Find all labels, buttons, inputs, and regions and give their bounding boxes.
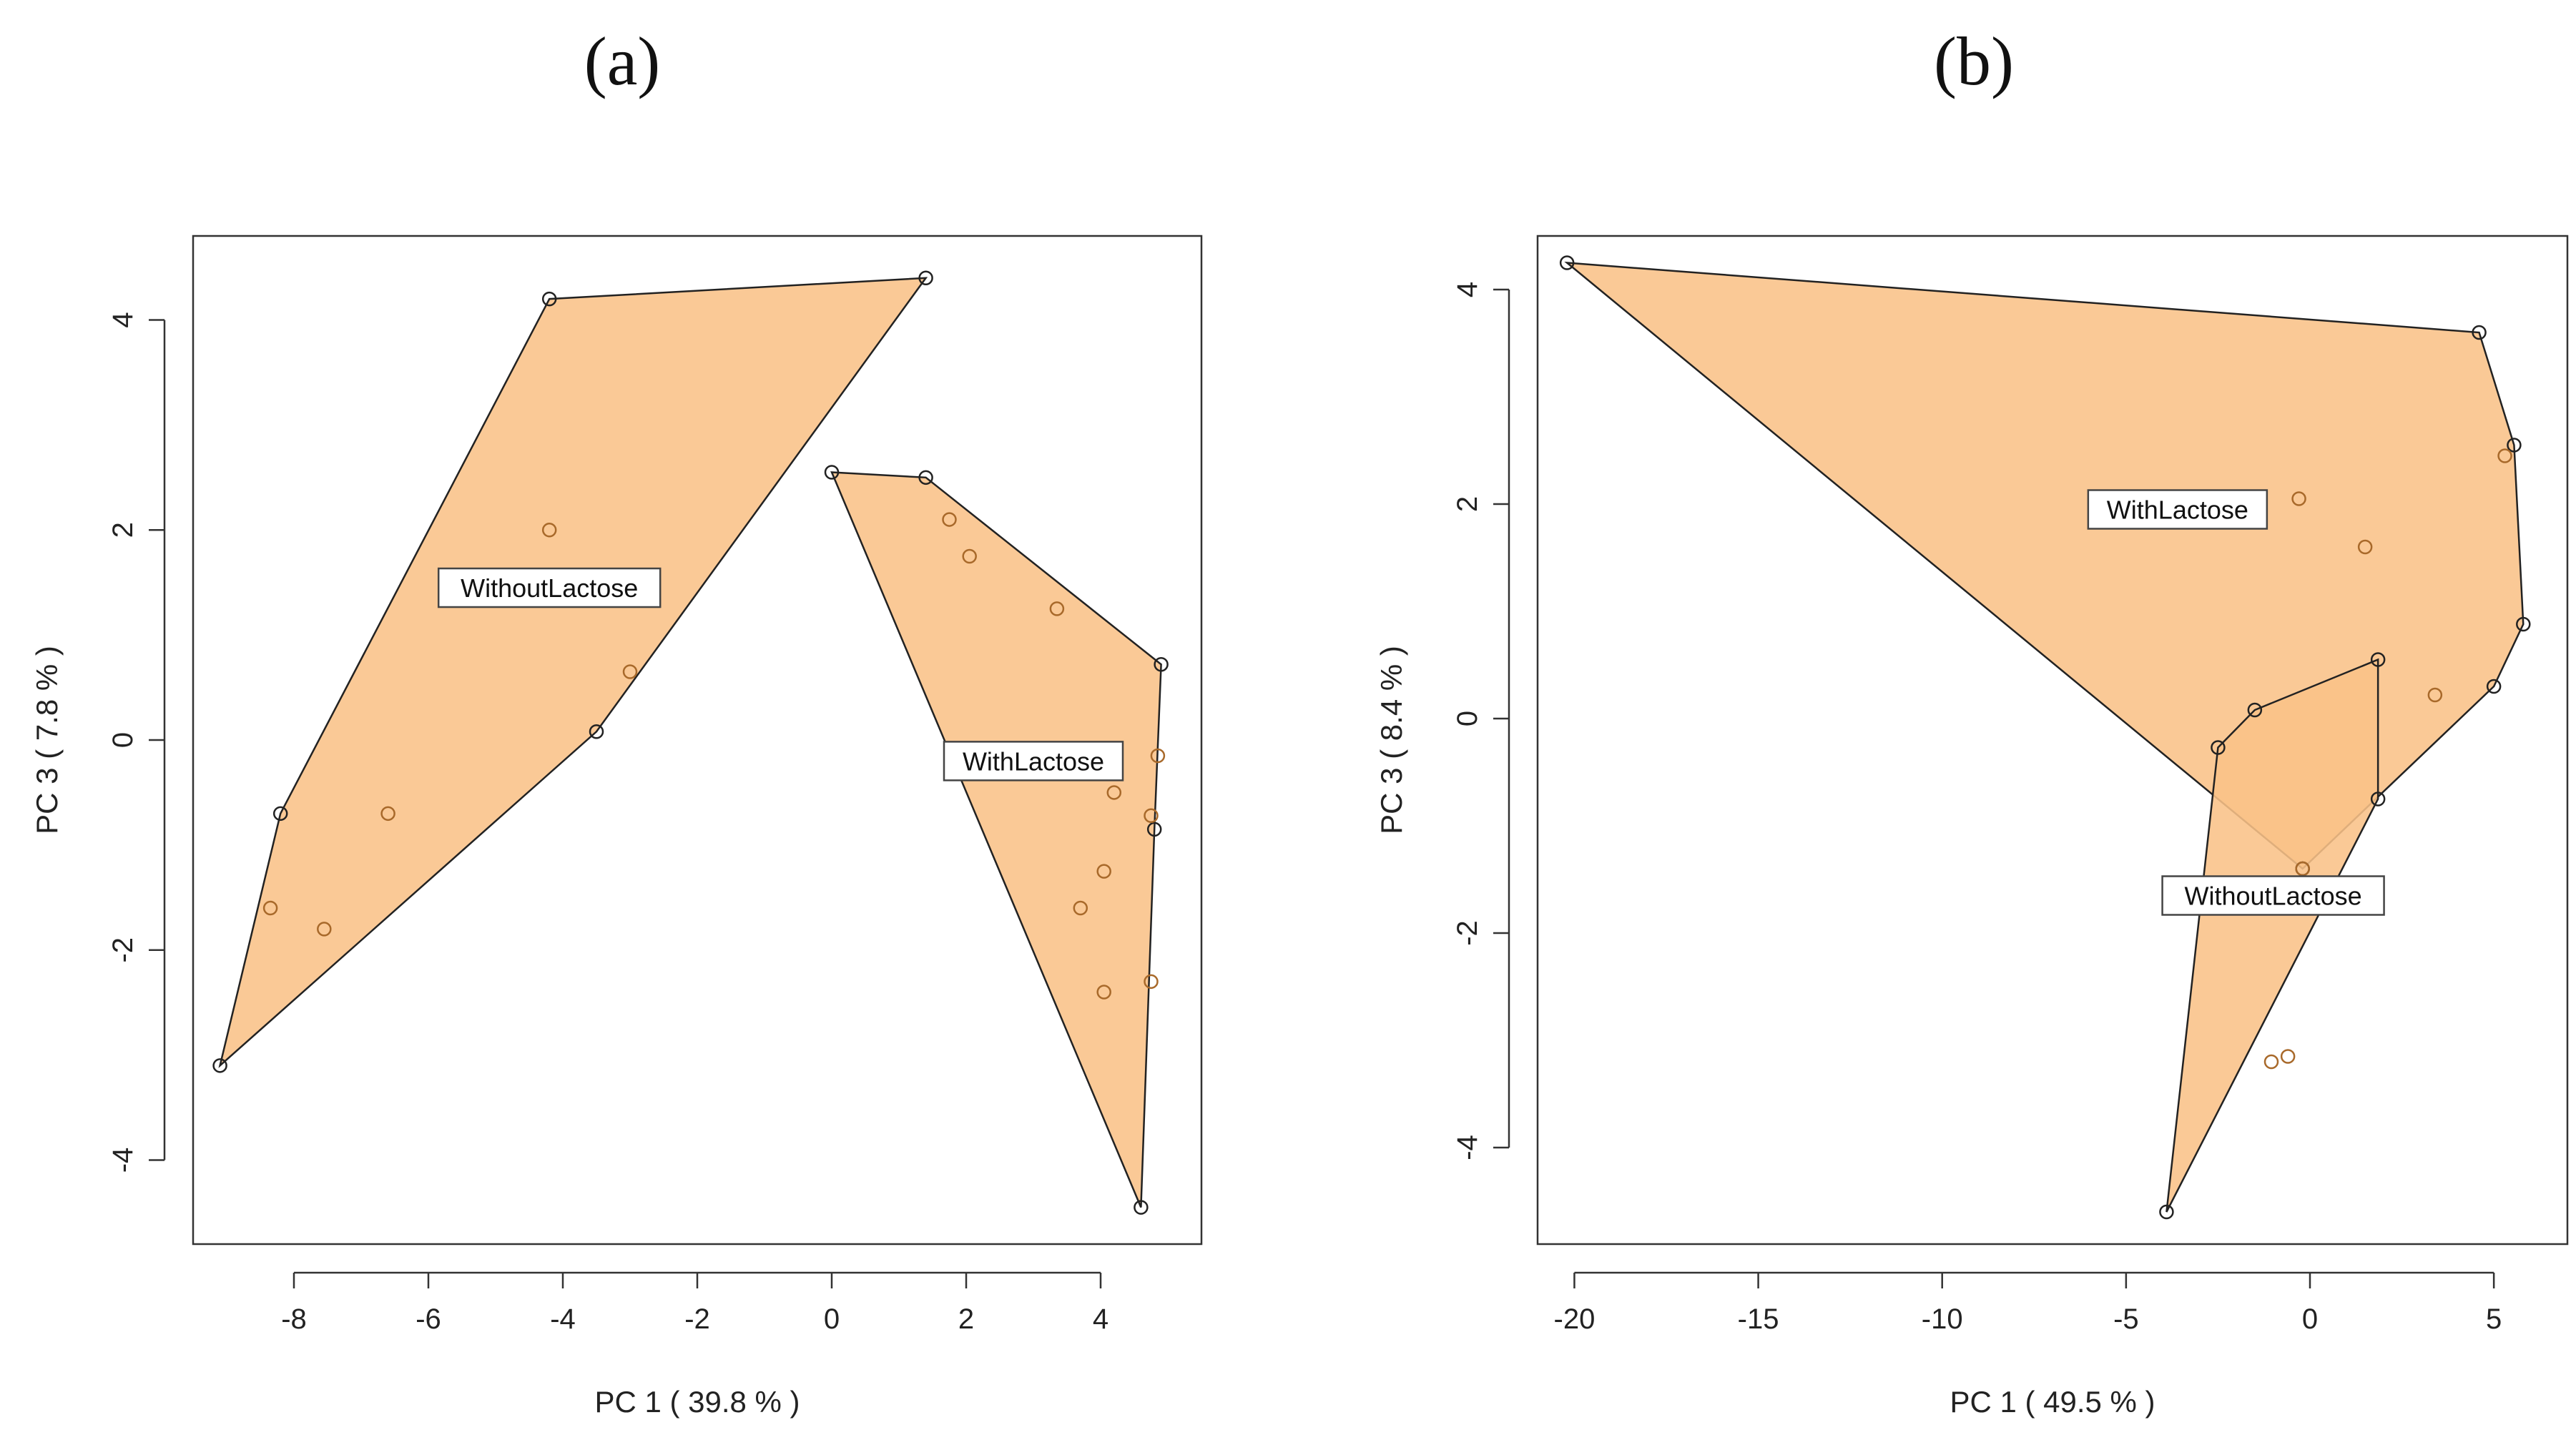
- data-point-withlactose: [2291, 491, 2306, 506]
- data-point-withlactose: [1106, 785, 1122, 800]
- group-label-withoutlactose: WithoutLactose: [461, 573, 638, 603]
- x-tick-label-a: 0: [824, 1303, 840, 1335]
- data-point-withoutlactose: [2159, 1204, 2174, 1220]
- group-label-box-withoutlactose: [2161, 875, 2385, 916]
- y-tick-label-b: 2: [1452, 496, 1483, 512]
- y-tick-label-b: -2: [1452, 920, 1483, 946]
- y-tick-label-a: 4: [107, 312, 139, 327]
- data-point-withoutlactose: [2370, 652, 2386, 667]
- data-point-withlactose: [1134, 1200, 1149, 1215]
- group-label-box-withoutlactose: [437, 567, 662, 608]
- data-point-withlactose: [1146, 822, 1162, 837]
- data-point-withlactose: [962, 548, 977, 564]
- data-point-withoutlactose: [212, 1058, 227, 1073]
- data-point-withlactose: [1154, 657, 1169, 672]
- data-point-withlactose: [918, 470, 933, 485]
- data-point-withoutlactose: [317, 922, 332, 937]
- data-point-withlactose: [2357, 539, 2373, 555]
- group-label-withlactose: WithLactose: [963, 746, 1104, 776]
- data-point-withoutlactose: [589, 724, 604, 739]
- data-point-withoutlactose: [2280, 1049, 2296, 1064]
- plot-frame-b: [1536, 235, 2569, 1246]
- data-point-withoutlactose: [380, 806, 395, 822]
- x-tick-label-a: -8: [281, 1303, 307, 1335]
- data-point-withlactose: [1150, 748, 1166, 764]
- data-point-withlactose: [1144, 974, 1159, 990]
- y-axis-title-a: PC 3 ( 7.8 % ): [30, 646, 64, 834]
- data-point-withoutlactose: [2370, 791, 2386, 807]
- data-point-withoutlactose: [541, 523, 557, 538]
- group-label-box-withlactose: [943, 741, 1124, 781]
- data-point-withlactose: [2472, 325, 2487, 340]
- y-tick-label-a: -2: [107, 937, 139, 963]
- data-point-withlactose: [1559, 255, 1575, 270]
- hull-withoutlactose-a: [218, 277, 928, 1068]
- group-label-box-withlactose: [2087, 489, 2268, 530]
- x-tick-label-a: -6: [416, 1303, 441, 1335]
- data-point-withlactose: [824, 465, 840, 480]
- data-point-withlactose: [2516, 616, 2531, 632]
- x-tick-label-b: 0: [2302, 1303, 2318, 1335]
- data-point-withoutlactose: [2247, 702, 2263, 718]
- y-tick-label-a: -4: [107, 1148, 139, 1173]
- data-point-withoutlactose: [2211, 740, 2226, 755]
- data-point-withlactose: [2497, 448, 2512, 463]
- data-point-withlactose: [1144, 808, 1159, 823]
- data-point-withlactose: [1096, 985, 1111, 1000]
- panel-b-label: (b): [1934, 23, 2014, 99]
- data-point-withoutlactose: [272, 806, 288, 822]
- group-label-withlactose: WithLactose: [2107, 495, 2248, 525]
- hull-withlactose-a: [830, 471, 1162, 1208]
- data-point-withlactose: [1049, 601, 1065, 616]
- x-tick-label-a: -4: [550, 1303, 576, 1335]
- x-tick-label-b: -10: [1922, 1303, 1963, 1335]
- data-point-withlactose: [2507, 438, 2522, 453]
- y-tick-label-a: 2: [107, 522, 139, 538]
- data-point-withlactose: [1073, 900, 1088, 916]
- x-tick-label-a: 2: [958, 1303, 974, 1335]
- data-point-withoutlactose: [2263, 1054, 2279, 1070]
- x-tick-label-b: -15: [1738, 1303, 1779, 1335]
- data-point-withoutlactose: [541, 291, 557, 307]
- x-axis-title-a: PC 1 ( 39.8 % ): [594, 1385, 800, 1419]
- plot-frame-a: [192, 235, 1203, 1246]
- x-tick-label-b: -5: [2113, 1303, 2139, 1335]
- y-tick-label-b: 0: [1452, 711, 1483, 726]
- y-tick-label-b: -4: [1452, 1135, 1483, 1160]
- x-tick-label-b: -20: [1554, 1303, 1596, 1335]
- x-tick-label-b: 5: [2486, 1303, 2502, 1335]
- x-axis-title-b: PC 1 ( 49.5 % ): [1950, 1385, 2155, 1419]
- y-tick-label-b: 4: [1452, 282, 1483, 297]
- panel-a-label: (a): [584, 23, 661, 99]
- x-tick-label-a: -2: [684, 1303, 710, 1335]
- data-point-withoutlactose: [622, 664, 638, 679]
- data-point-withlactose: [2486, 679, 2502, 694]
- group-label-withoutlactose: WithoutLactose: [2185, 882, 2362, 911]
- hull-withlactose-b: [1564, 261, 2525, 870]
- data-point-withoutlactose: [262, 900, 278, 916]
- data-point-withlactose: [2427, 687, 2443, 703]
- y-axis-title-b: PC 3 ( 8.4 % ): [1375, 646, 1408, 834]
- data-point-withoutlactose: [2295, 861, 2310, 877]
- y-tick-label-a: 0: [107, 732, 139, 748]
- hull-withoutlactose-b: [2165, 658, 2379, 1213]
- x-tick-label-a: 4: [1093, 1303, 1108, 1335]
- data-point-withoutlactose: [918, 270, 933, 285]
- data-point-withlactose: [1096, 864, 1111, 879]
- data-point-withlactose: [942, 512, 957, 527]
